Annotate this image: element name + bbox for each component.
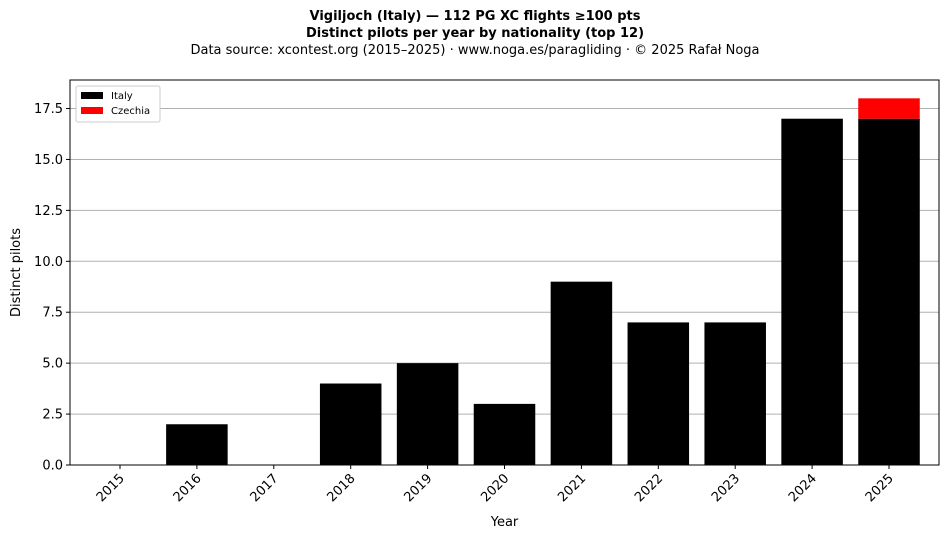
legend-swatch-italy: [81, 92, 103, 99]
x-tick-label: 2024: [786, 471, 820, 505]
legend-label-czechia: Czechia: [111, 106, 150, 117]
legend: Italy Czechia: [75, 85, 161, 123]
y-tick-label: 5.0: [42, 357, 63, 372]
y-tick-label: 12.5: [34, 204, 63, 219]
bar-italy-2016: [166, 424, 228, 465]
x-tick-label: 2020: [478, 471, 512, 505]
bar-italy-2018: [319, 383, 382, 465]
legend-swatch-czechia: [81, 107, 103, 114]
y-tick-label: 7.5: [42, 306, 63, 321]
x-tick-label: 2023: [709, 471, 743, 505]
bar-italy-2021: [550, 281, 613, 465]
y-tick-label: 17.5: [34, 102, 63, 117]
bar-italy-2020: [473, 403, 536, 465]
legend-label-italy: Italy: [111, 91, 133, 102]
chart-title: Vigiljoch (Italy) — 112 PG XC flights ≥1…: [309, 9, 641, 24]
x-axis: 2015 2016 2017 2018 2019 2020 2021 2022 2023 2024…: [94, 465, 897, 505]
x-tick-label: 2017: [248, 471, 282, 505]
y-tick-label: 10.0: [34, 255, 63, 270]
chart-source: Data source: xcontest.org (2015–2025) · …: [190, 43, 760, 58]
x-tick-label: 2025: [863, 471, 897, 505]
y-tick-label: 0.0: [42, 459, 63, 474]
y-tick-label: 2.5: [42, 408, 63, 423]
bar-italy-2024: [781, 118, 843, 465]
bar-italy-2019: [396, 363, 459, 465]
x-tick-label: 2016: [171, 471, 205, 505]
bar-italy-2023: [704, 322, 766, 465]
x-tick-label: 2021: [555, 471, 589, 505]
y-tick-label: 15.0: [34, 153, 63, 168]
chart-subtitle: Distinct pilots per year by nationality …: [305, 26, 645, 41]
x-tick-label: 2022: [632, 471, 666, 505]
bar-italy-2022: [627, 322, 690, 465]
y-axis: 0.0 2.5 5.0 7.5 10.0 12.5 15.0 17.5: [34, 102, 70, 474]
bar-italy-2025: [858, 118, 920, 465]
y-axis-label: Distinct pilots: [9, 228, 24, 317]
x-tick-label: 2015: [94, 471, 128, 505]
bar-czechia-2025: [858, 98, 920, 119]
bars: [166, 98, 920, 465]
x-tick-label: 2018: [325, 471, 359, 505]
chart-titles: Vigiljoch (Italy) — 112 PG XC flights ≥1…: [0, 8, 950, 59]
x-tick-label: 2019: [401, 471, 435, 505]
x-axis-label: Year: [490, 515, 519, 530]
